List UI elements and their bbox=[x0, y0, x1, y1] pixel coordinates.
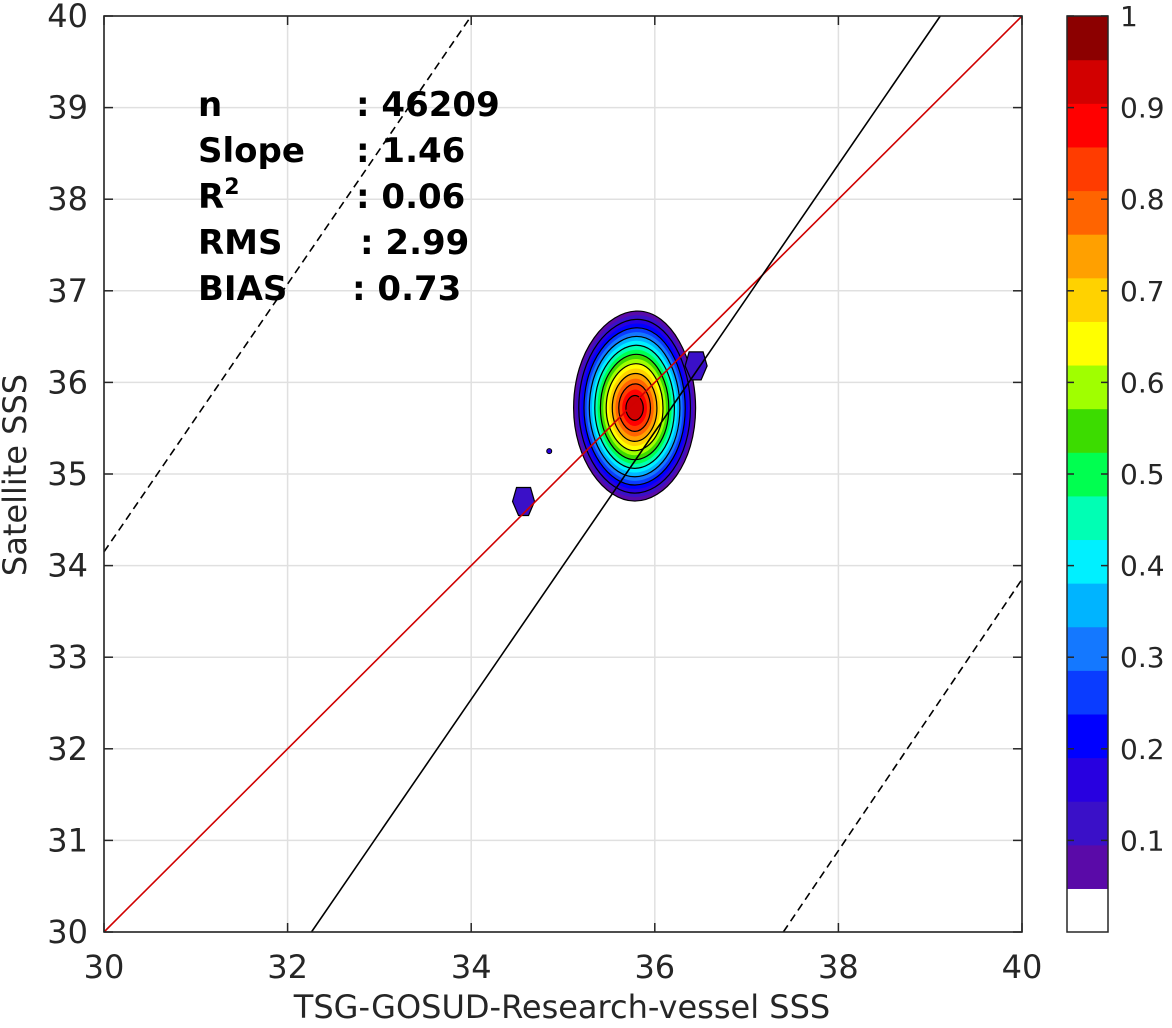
contour-band bbox=[625, 394, 644, 421]
colorbar-segment bbox=[1067, 626, 1108, 671]
colorbar-tick-label: 0.2 bbox=[1120, 733, 1165, 766]
x-tick-label: 38 bbox=[818, 948, 859, 986]
colorbar-tick-labels: 0.1 0.2 0.3 0.4 0.5 0.6 0.7 0.8 0.9 1 bbox=[1120, 0, 1165, 857]
colorbar-segment bbox=[1067, 59, 1108, 104]
y-tick-label: 34 bbox=[47, 547, 88, 585]
stat-value: : 46209 bbox=[356, 85, 500, 125]
stat-value: : 2.99 bbox=[360, 223, 469, 263]
y-tick-label: 33 bbox=[47, 638, 88, 676]
colorbar-tick-label: 0.9 bbox=[1120, 92, 1165, 125]
plot-frame bbox=[103, 15, 1023, 933]
colorbar-tick-label: 0.3 bbox=[1120, 641, 1165, 674]
one-to-one-line bbox=[103, 15, 1023, 933]
statistics-box: n : 46209 Slope : 1.46 R2 : 0.06 RMS : 2.99 BIAS… bbox=[198, 85, 500, 309]
contour-blob bbox=[546, 448, 553, 455]
colorbar-tick-label: 0.4 bbox=[1120, 550, 1165, 583]
colorbar-tick-label: 1 bbox=[1120, 0, 1138, 33]
stat-label: Slope bbox=[198, 131, 305, 171]
colorbar-segment bbox=[1067, 888, 1108, 933]
y-tick-label: 32 bbox=[47, 730, 88, 768]
stat-label: RMS bbox=[198, 223, 283, 263]
colorbar-segment bbox=[1067, 713, 1108, 759]
colorbar-tick-label: 0.6 bbox=[1120, 366, 1165, 399]
density-contours bbox=[511, 310, 708, 517]
colorbar-tick-label: 0.1 bbox=[1120, 824, 1165, 857]
stat-value: : 0.73 bbox=[352, 269, 461, 309]
stat-label: R2 bbox=[198, 175, 240, 217]
colorbar-segment bbox=[1067, 190, 1108, 235]
y-tick-label: 37 bbox=[47, 272, 88, 310]
stat-label: n bbox=[198, 85, 222, 125]
dashed-upper-line bbox=[103, 15, 472, 553]
stat-value: : 0.06 bbox=[356, 177, 465, 217]
y-tick-label: 35 bbox=[47, 455, 88, 493]
contour-blob bbox=[511, 486, 536, 517]
colorbar-segment bbox=[1067, 321, 1108, 366]
x-axis-label: TSG-GOSUD-Research-vessel SSS bbox=[293, 988, 830, 1026]
colorbar-segment bbox=[1067, 16, 1108, 61]
colorbar-segment bbox=[1067, 539, 1108, 584]
colorbar-segment bbox=[1067, 364, 1108, 410]
y-tick-label: 31 bbox=[47, 821, 88, 859]
colorbar-tick-label: 0.7 bbox=[1120, 275, 1165, 308]
colorbar-segment bbox=[1067, 277, 1108, 322]
colorbar-tick-label: 0.5 bbox=[1120, 458, 1165, 491]
stat-value: : 1.46 bbox=[356, 131, 465, 171]
y-tick-labels: 30 31 32 33 34 35 36 37 38 39 40 bbox=[47, 0, 88, 951]
y-tick-label: 40 bbox=[47, 0, 88, 35]
x-tick-label: 34 bbox=[451, 948, 492, 986]
colorbar-segment bbox=[1067, 146, 1108, 192]
y-tick-label: 36 bbox=[47, 363, 88, 401]
x-tick-label: 36 bbox=[634, 948, 675, 986]
colorbar-segment bbox=[1067, 757, 1108, 802]
colorbar bbox=[1066, 15, 1109, 933]
x-tick-label: 40 bbox=[1002, 948, 1043, 986]
regression-line bbox=[310, 15, 941, 933]
colorbar-segment bbox=[1067, 103, 1108, 148]
colorbar-tick-label: 0.8 bbox=[1120, 183, 1165, 216]
y-tick-label: 39 bbox=[47, 89, 88, 127]
colorbar-segment bbox=[1067, 408, 1108, 453]
x-tick-label: 32 bbox=[267, 948, 308, 986]
y-tick-label: 30 bbox=[47, 913, 88, 951]
colorbar-segment bbox=[1067, 844, 1108, 889]
colorbar-segment bbox=[1067, 495, 1108, 541]
y-axis-label: Satellite SSS bbox=[0, 374, 34, 576]
colorbar-segment bbox=[1067, 234, 1108, 279]
colorbar-segment bbox=[1067, 583, 1108, 628]
x-tick-label: 30 bbox=[84, 948, 125, 986]
dashed-lower-line bbox=[782, 578, 1023, 933]
stat-label: BIAS bbox=[198, 269, 287, 309]
colorbar-segment bbox=[1067, 801, 1108, 846]
colorbar-segment bbox=[1067, 670, 1108, 715]
x-tick-labels: 30 32 34 36 38 40 bbox=[84, 948, 1043, 986]
reference-lines bbox=[103, 15, 1023, 933]
y-tick-label: 38 bbox=[47, 180, 88, 218]
